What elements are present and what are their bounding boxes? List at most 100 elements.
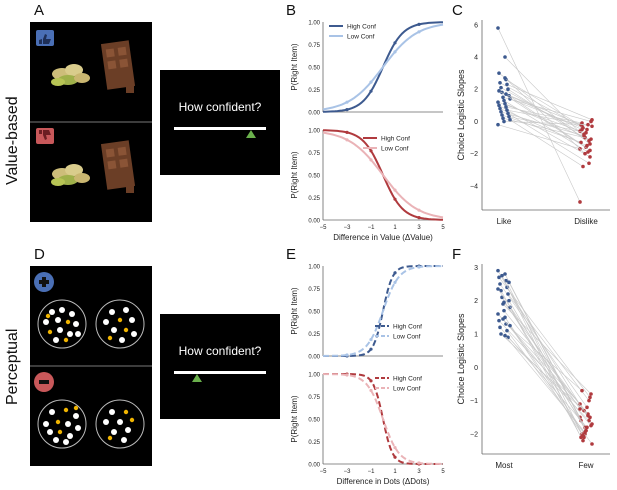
data-point-left bbox=[506, 87, 510, 92]
data-point-left bbox=[503, 101, 507, 106]
legend-label: Low Conf bbox=[381, 146, 409, 153]
y-tick-label: 0.25 bbox=[308, 196, 320, 202]
category-label: Few bbox=[578, 461, 593, 470]
white-dot bbox=[121, 437, 127, 443]
white-dot bbox=[67, 433, 73, 439]
y-tick-label: 1.00 bbox=[308, 21, 320, 27]
data-point bbox=[393, 271, 397, 275]
pair-line bbox=[509, 119, 584, 167]
data-point-right bbox=[581, 433, 585, 438]
row-label-perceptual: Perceptual bbox=[4, 328, 21, 406]
data-point bbox=[393, 41, 397, 45]
panel-label-d: D bbox=[34, 246, 45, 263]
data-point-left bbox=[496, 287, 500, 291]
x-tick-label: 1 bbox=[393, 469, 397, 475]
white-dot bbox=[53, 437, 59, 443]
x-tick-label: 5 bbox=[441, 469, 445, 475]
data-point-left bbox=[497, 103, 501, 108]
white-dot bbox=[55, 317, 61, 323]
data-point-left bbox=[497, 275, 501, 280]
x-tick-label: −5 bbox=[320, 469, 328, 475]
data-point-left bbox=[500, 113, 504, 117]
data-point-left bbox=[504, 92, 508, 96]
data-point bbox=[345, 130, 349, 134]
y-tick-label: 1.00 bbox=[308, 129, 320, 135]
data-point-left bbox=[507, 114, 511, 119]
yellow-dot bbox=[63, 407, 69, 413]
y-tick-label: 0.00 bbox=[308, 463, 320, 469]
yellow-dot bbox=[123, 327, 129, 333]
perceptual-confidence-slider[interactable] bbox=[174, 371, 266, 374]
x-tick-label: 3 bbox=[417, 225, 421, 231]
legend-label: High Conf bbox=[347, 24, 376, 31]
perceptual-stimulus-screen bbox=[30, 266, 152, 466]
y-tick-label: 4 bbox=[474, 55, 478, 62]
white-dot bbox=[75, 425, 81, 431]
pair-line bbox=[504, 77, 586, 154]
value-confidence-screen: How confident? bbox=[160, 70, 280, 175]
pair-line bbox=[505, 93, 583, 130]
pistachio-image-bottom bbox=[51, 164, 90, 186]
data-point-left bbox=[508, 118, 512, 122]
data-point bbox=[393, 280, 397, 285]
y-tick-label: −2 bbox=[470, 151, 478, 158]
panel-label-f: F bbox=[452, 246, 462, 263]
y-tick-label: 0.50 bbox=[308, 418, 320, 424]
value-confidence-slider[interactable] bbox=[174, 127, 266, 130]
yellow-dot bbox=[73, 405, 79, 411]
y-axis-label: Choice Logistic Slopes bbox=[456, 313, 466, 405]
data-point-left bbox=[508, 97, 512, 101]
white-dot bbox=[53, 337, 59, 343]
yellow-dot bbox=[129, 417, 135, 423]
data-point bbox=[369, 388, 373, 393]
yellow-dot bbox=[123, 409, 129, 415]
pair-line bbox=[502, 96, 592, 122]
chart-e: 0.00 0.25 0.50 0.75 1.00 P(Right Item) High Co… bbox=[290, 264, 445, 486]
white-dot bbox=[125, 427, 131, 433]
pair-line bbox=[506, 330, 593, 445]
y-tick-label: 0.50 bbox=[308, 66, 320, 72]
chart-b: 0.00 0.25 0.50 0.75 1.00 P(Right Item) High Co… bbox=[290, 21, 445, 243]
data-point-right bbox=[588, 142, 592, 146]
white-dot bbox=[73, 413, 79, 419]
data-point-left bbox=[506, 111, 510, 116]
data-point-left bbox=[504, 322, 508, 326]
data-point bbox=[393, 188, 397, 192]
white-dot bbox=[59, 307, 65, 313]
data-point-right bbox=[578, 200, 582, 204]
data-point-left bbox=[499, 332, 503, 336]
y-axis-label: Choice Logistic Slopes bbox=[456, 69, 466, 161]
y-tick-label: 0.75 bbox=[308, 43, 320, 49]
y-tick-label: 0.25 bbox=[308, 440, 320, 446]
pair-line bbox=[497, 124, 581, 150]
data-point-left bbox=[498, 106, 502, 111]
y-tick-label: 0.25 bbox=[308, 88, 320, 94]
data-point-right bbox=[585, 143, 589, 148]
white-dot bbox=[103, 319, 109, 325]
data-point-right bbox=[583, 430, 587, 435]
legend-label: Low Conf bbox=[347, 34, 375, 41]
data-point-left bbox=[503, 272, 507, 276]
data-point-left bbox=[497, 71, 501, 75]
data-point-left bbox=[502, 300, 506, 305]
yellow-dot bbox=[107, 435, 113, 441]
x-tick-label: −1 bbox=[368, 225, 376, 231]
white-dot bbox=[109, 309, 115, 315]
data-point-left bbox=[498, 325, 502, 330]
data-point-right bbox=[580, 127, 584, 132]
data-point-left bbox=[503, 55, 507, 59]
pair-line bbox=[497, 101, 581, 132]
pair-line bbox=[497, 288, 581, 410]
white-dot bbox=[43, 319, 49, 325]
y-tick-label: 0.25 bbox=[308, 332, 320, 338]
data-point-left bbox=[503, 76, 507, 80]
data-point-left bbox=[497, 318, 501, 323]
data-point bbox=[345, 100, 349, 104]
white-dot bbox=[49, 409, 55, 415]
x-tick-label: 5 bbox=[441, 225, 445, 231]
series-line bbox=[322, 265, 444, 357]
data-point-right bbox=[588, 155, 592, 159]
white-dot bbox=[65, 421, 71, 427]
x-axis-label: Difference in Dots (ΔDots) bbox=[337, 477, 430, 486]
pair-line bbox=[508, 300, 587, 431]
